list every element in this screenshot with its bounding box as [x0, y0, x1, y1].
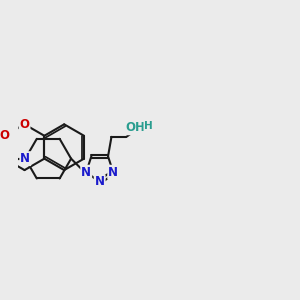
Text: OH: OH: [126, 121, 146, 134]
Text: O: O: [20, 118, 29, 131]
Text: H: H: [145, 121, 153, 131]
Text: N: N: [81, 166, 91, 179]
Text: N: N: [95, 176, 105, 188]
Text: N: N: [20, 152, 30, 165]
Text: O: O: [0, 128, 10, 142]
Text: N: N: [108, 166, 118, 179]
